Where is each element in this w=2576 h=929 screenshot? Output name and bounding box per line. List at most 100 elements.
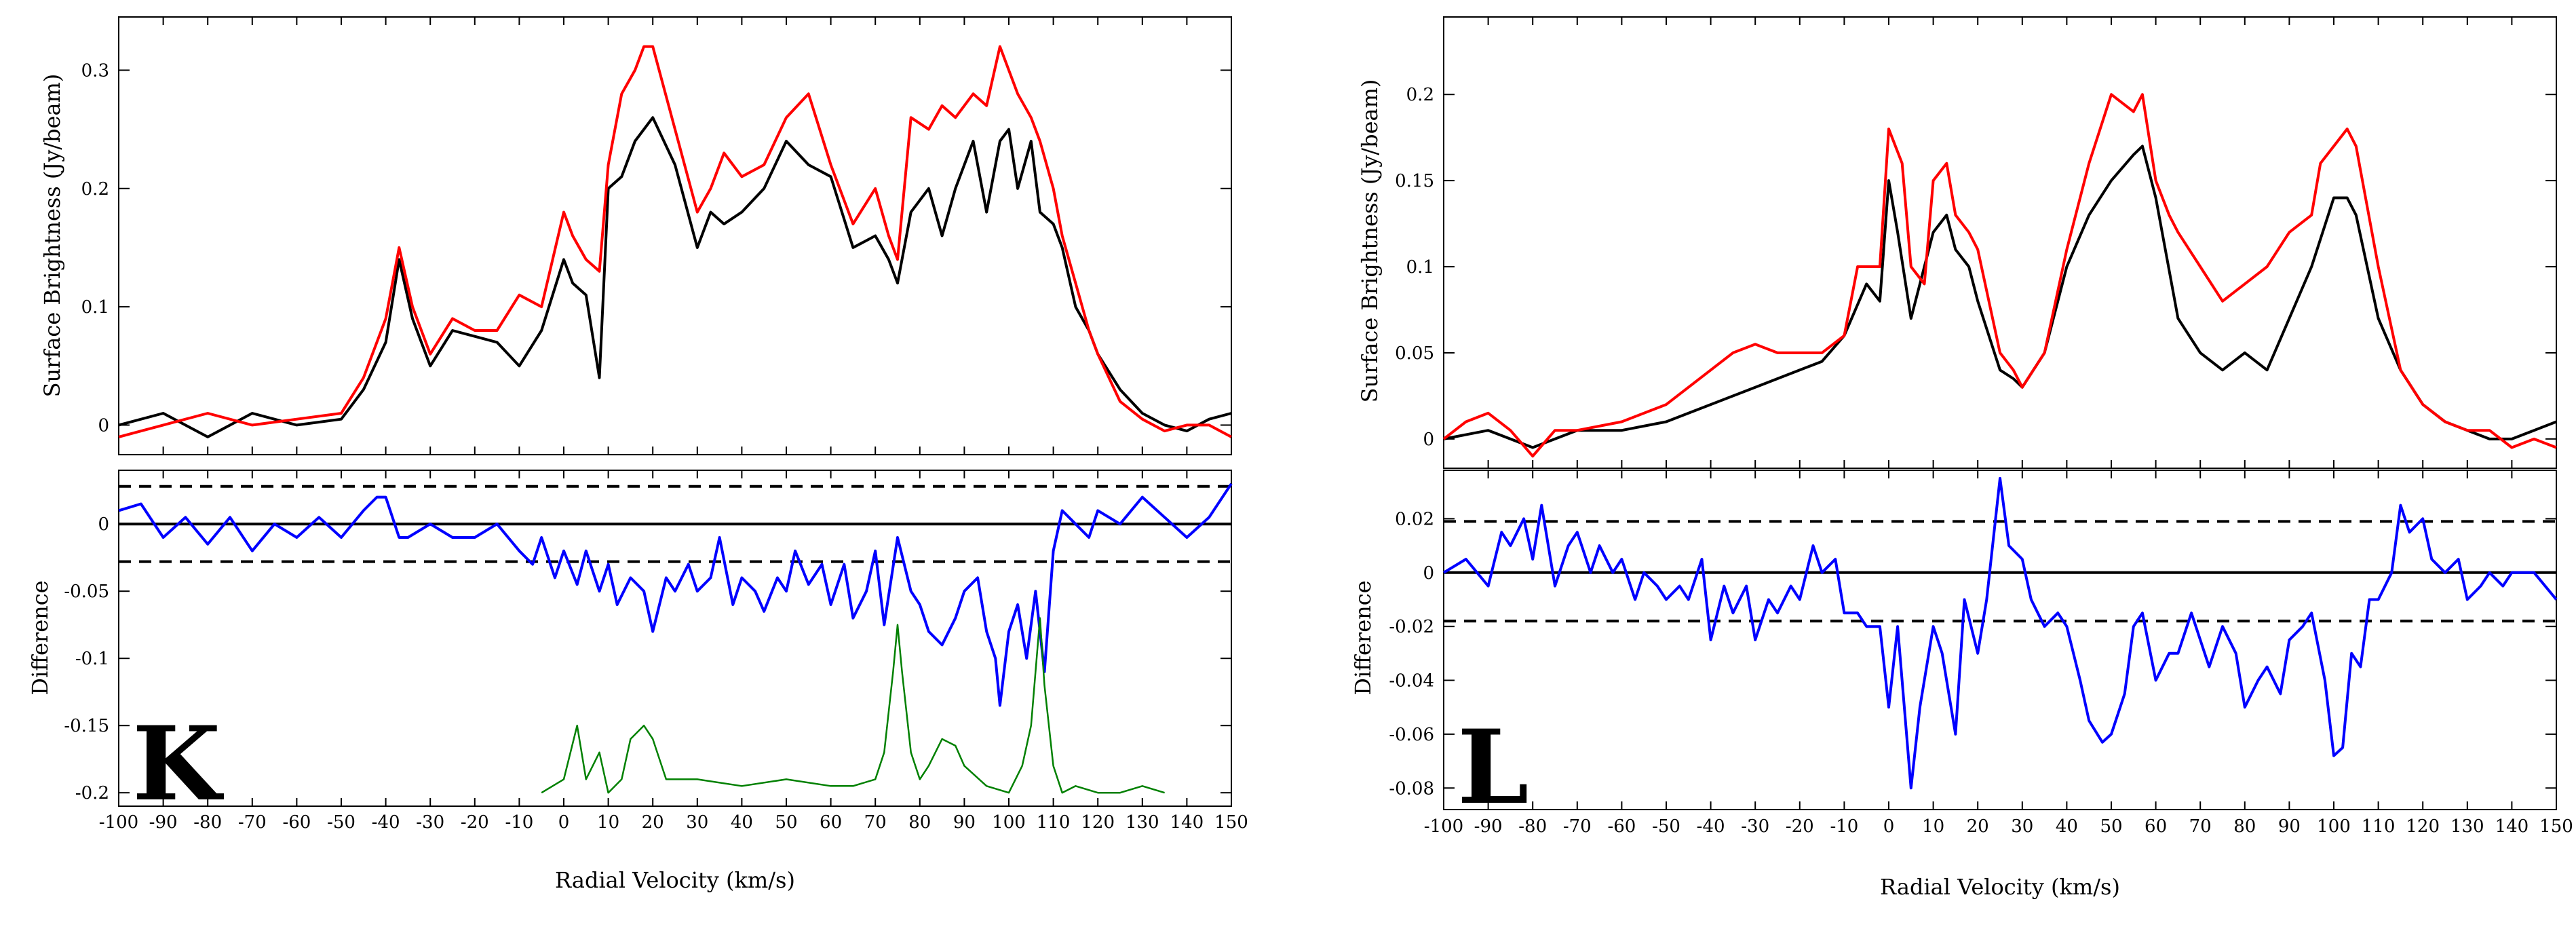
x-tick-label-10: -10 bbox=[1830, 816, 1858, 837]
y-tick-label-0: 0 bbox=[1423, 430, 1434, 450]
y-tick-label-0-3: 0.3 bbox=[81, 60, 109, 81]
x-tick-label-50: -50 bbox=[1652, 816, 1680, 837]
panel-l-bottom-series bbox=[1442, 476, 2558, 790]
x-tick-label-150: 150 bbox=[1214, 812, 1248, 833]
x-tick-label-20: 20 bbox=[1967, 816, 1989, 837]
panel-k-letter: K bbox=[132, 704, 224, 824]
x-tick-label-80: -80 bbox=[1518, 816, 1547, 837]
x-tick-label-20: -20 bbox=[461, 812, 489, 833]
panel-k-xlabel: Radial Velocity (km/s) bbox=[555, 867, 795, 893]
x-tick-label-90: 90 bbox=[2278, 816, 2301, 837]
x-tick-label-150: 150 bbox=[2539, 816, 2573, 837]
x-tick-label-90: 90 bbox=[953, 812, 976, 833]
x-tick-label-90: -90 bbox=[1474, 816, 1503, 837]
y-tick-label-0-1: 0.1 bbox=[1406, 257, 1434, 278]
panel-l-top-series bbox=[1442, 93, 2557, 458]
x-tick-label-90: -90 bbox=[149, 812, 178, 833]
x-tick-label-20: -20 bbox=[1786, 816, 1814, 837]
x-tick-label-50: 50 bbox=[2100, 816, 2122, 837]
panel-l-xlabel: Radial Velocity (km/s) bbox=[1880, 874, 2120, 900]
panel-l-bottom-frame bbox=[1443, 470, 2557, 810]
x-tick-label-70: -70 bbox=[1563, 816, 1592, 837]
x-tick-label-60: 60 bbox=[820, 812, 842, 833]
panel-k-top-frame bbox=[118, 16, 1232, 455]
x-tick-label-70: 70 bbox=[864, 812, 887, 833]
x-tick-label-120: 120 bbox=[2406, 816, 2440, 837]
x-tick-label-50: 50 bbox=[775, 812, 797, 833]
x-tick-label-80: 80 bbox=[908, 812, 931, 833]
panel-l-letter: L bbox=[1457, 708, 1529, 827]
x-tick-label-10: -10 bbox=[505, 812, 533, 833]
series-model-line bbox=[1442, 93, 2557, 458]
x-tick-label-60: -60 bbox=[282, 812, 311, 833]
y-tick-label-0-1: 0.1 bbox=[81, 297, 109, 318]
x-tick-label-140: 140 bbox=[1170, 812, 1204, 833]
x-tick-label-100: 100 bbox=[992, 812, 1026, 833]
panel-l-top-frame bbox=[1443, 16, 2557, 469]
x-tick-label-40: -40 bbox=[372, 812, 400, 833]
y-tick-label-0-08: -0.08 bbox=[1389, 778, 1434, 799]
y-tick-label-0-15: -0.15 bbox=[64, 716, 109, 736]
x-tick-label-120: 120 bbox=[1081, 812, 1115, 833]
panel-l-x-axis: -100 -90 -80 -70 -60 -50 -40 -30 -20 -10 0 10 20 30 40… bbox=[1424, 17, 2573, 837]
panel-k-top-axis: 0 0.1 0.2 0.3 bbox=[81, 60, 1231, 436]
series-observed-line bbox=[118, 116, 1232, 438]
x-tick-label-80: -80 bbox=[193, 812, 222, 833]
x-tick-label-70: 70 bbox=[2189, 816, 2212, 837]
series-model-line bbox=[118, 45, 1232, 438]
panel-k: 00.10.20.3 0-0.05-0.1-0.15-0.2 -100 -90 -8… bbox=[27, 16, 1248, 893]
series-difference-line bbox=[118, 482, 1233, 707]
x-tick-label-70: -70 bbox=[238, 812, 267, 833]
panel-k-top-ylabel: Surface Brightness (Jy/beam) bbox=[39, 74, 65, 398]
x-tick-label-110: 110 bbox=[2362, 816, 2396, 837]
y-tick-label-0-04: -0.04 bbox=[1389, 671, 1434, 691]
x-tick-label-10: 10 bbox=[1922, 816, 1944, 837]
x-tick-label-30: -30 bbox=[416, 812, 444, 833]
x-tick-label-110: 110 bbox=[1037, 812, 1071, 833]
x-tick-label-0: 0 bbox=[1883, 816, 1895, 837]
panel-k-x-axis: -100 -90 -80 -70 -60 -50 -40 -30 -20 -10 0 10 20 30 40… bbox=[99, 17, 1248, 833]
x-tick-label-30: -30 bbox=[1741, 816, 1769, 837]
panel-k-top-series bbox=[118, 45, 1232, 438]
x-tick-label-60: -60 bbox=[1607, 816, 1636, 837]
y-tick-label-0-2: -0.2 bbox=[75, 783, 109, 803]
series-spectrum-line bbox=[541, 617, 1165, 794]
x-tick-label-80: 80 bbox=[2233, 816, 2256, 837]
x-tick-label-30: 30 bbox=[686, 812, 708, 833]
y-tick-label-0: 0 bbox=[98, 514, 109, 535]
x-tick-label-130: 130 bbox=[1126, 812, 1159, 833]
y-tick-label-0-05: -0.05 bbox=[64, 582, 109, 602]
x-tick-label-100: -100 bbox=[1424, 816, 1463, 837]
panel-l: 0 0.05 0.1 0.15 0.2 0.02 0 -0.02 -0.04 -0.06 -0.0… bbox=[1350, 16, 2573, 900]
panel-l-top-ylabel: Surface Brightness (Jy/beam) bbox=[1357, 79, 1383, 403]
x-tick-label-140: 140 bbox=[2495, 816, 2529, 837]
x-tick-label-50: -50 bbox=[327, 812, 355, 833]
y-tick-label-0-02: 0.02 bbox=[1395, 509, 1434, 529]
panel-k-bottom-ylabel: Difference bbox=[27, 580, 53, 695]
y-tick-label-0-2: 0.2 bbox=[81, 179, 109, 200]
panel-l-bottom-axis: 0.02 0 -0.02 -0.04 -0.06 -0.08 bbox=[1389, 509, 2556, 799]
x-tick-label-60: 60 bbox=[2145, 816, 2167, 837]
x-tick-label-100: 100 bbox=[2317, 816, 2351, 837]
y-tick-label-0: 0 bbox=[98, 415, 109, 436]
y-tick-label-0-05: 0.05 bbox=[1395, 343, 1434, 364]
y-tick-label-0-06: -0.06 bbox=[1389, 725, 1434, 745]
panel-k-bottom-series bbox=[118, 482, 1233, 794]
y-tick-label-0-15: 0.15 bbox=[1395, 171, 1434, 191]
y-tick-label-0: 0 bbox=[1423, 563, 1434, 584]
y-tick-label-0-1: -0.1 bbox=[75, 649, 109, 669]
x-tick-label-40: 40 bbox=[2056, 816, 2078, 837]
series-difference-line bbox=[1442, 476, 2558, 790]
x-tick-label-30: 30 bbox=[2011, 816, 2033, 837]
x-tick-label-130: 130 bbox=[2450, 816, 2484, 837]
x-tick-label-40: 40 bbox=[731, 812, 753, 833]
x-tick-label-100: -100 bbox=[99, 812, 138, 833]
x-tick-label-10: 10 bbox=[597, 812, 619, 833]
x-tick-label-40: -40 bbox=[1697, 816, 1725, 837]
x-tick-label-0: 0 bbox=[558, 812, 570, 833]
x-tick-label-20: 20 bbox=[642, 812, 664, 833]
y-tick-label-0-2: 0.2 bbox=[1406, 85, 1434, 105]
panel-k-bottom-frame bbox=[118, 470, 1232, 807]
panel-l-bottom-ylabel: Difference bbox=[1350, 580, 1376, 695]
